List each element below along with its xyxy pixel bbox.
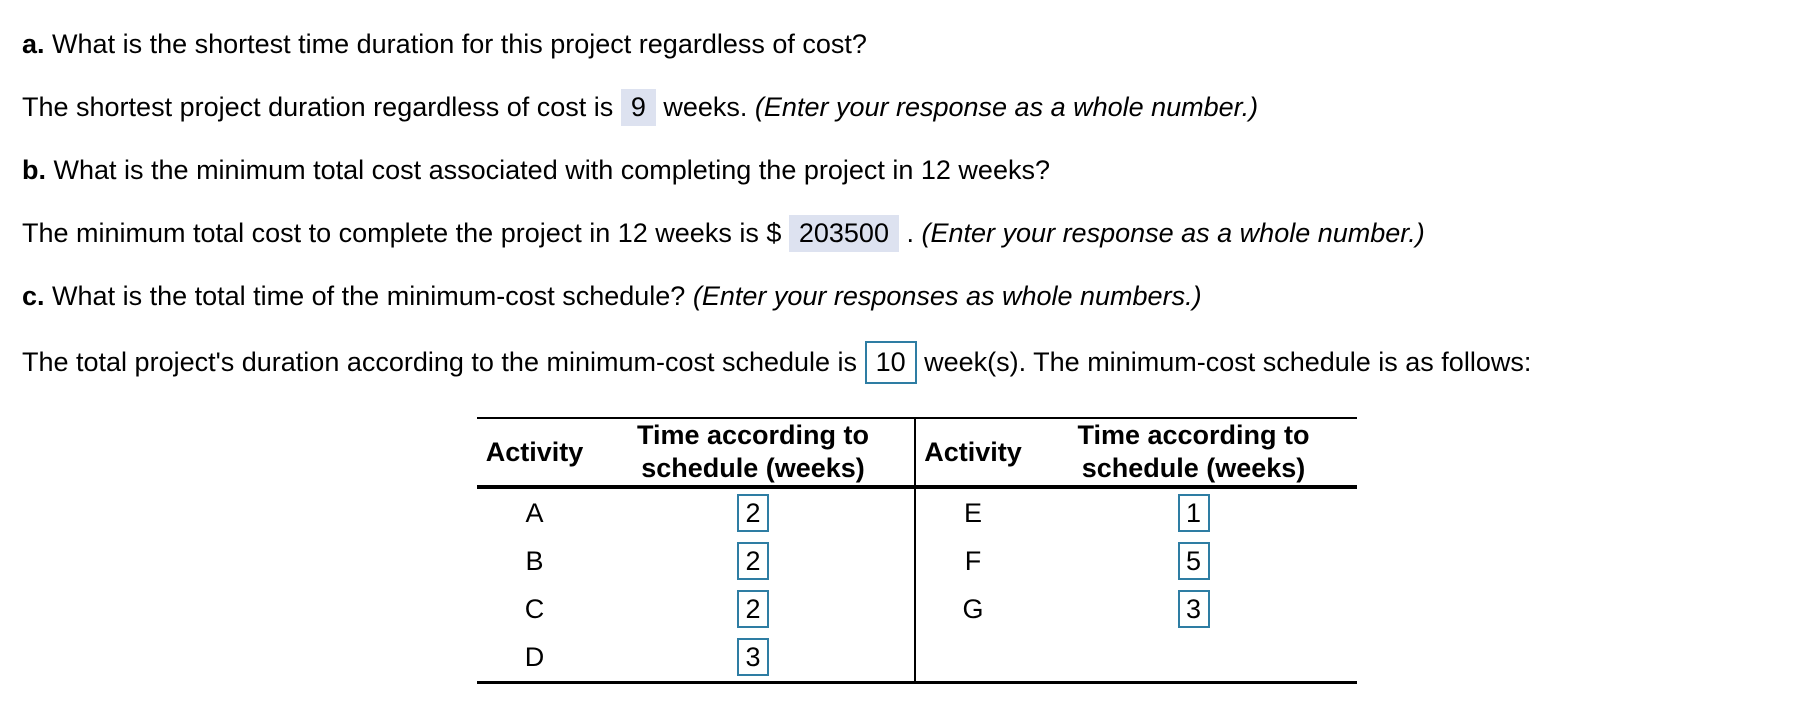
question-b-text: What is the minimum total cost associate… — [53, 155, 1050, 185]
question-c-text: What is the total time of the minimum-co… — [52, 281, 686, 311]
empty-cell — [914, 633, 1030, 683]
activity-label-c: C — [524, 594, 545, 624]
table-row: A 2 E 1 — [477, 487, 1357, 537]
table-row: B 2 F 5 — [477, 537, 1357, 585]
answer-b-input[interactable]: 203500 — [788, 215, 899, 252]
question-c-prefix: c. — [22, 281, 45, 311]
header-activity-left: Activity — [477, 418, 592, 489]
table-row: D 3 — [477, 633, 1357, 683]
header-time-right-line2: schedule (weeks) — [1081, 453, 1306, 483]
answer-line-a: The shortest project duration regardless… — [22, 89, 1818, 126]
question-b-prefix: b. — [22, 155, 46, 185]
activity-label-g: G — [914, 585, 1030, 633]
time-input-f[interactable]: 5 — [1177, 542, 1210, 580]
answer-a-before-text: The shortest project duration regardless… — [22, 92, 614, 122]
question-c-note: (Enter your responses as whole numbers.) — [692, 281, 1202, 311]
answer-c-after-text: week(s). The minimum-cost schedule is as… — [924, 347, 1532, 377]
time-input-e[interactable]: 1 — [1177, 494, 1210, 532]
answer-b-note: (Enter your response as a whole number.) — [921, 218, 1425, 248]
question-a-text: What is the shortest time duration for t… — [52, 29, 867, 59]
header-time-left-line1: Time according to — [636, 420, 870, 450]
question-c: c. What is the total time of the minimum… — [22, 278, 1818, 314]
activity-label-a: A — [525, 498, 544, 528]
question-a-prefix: a. — [22, 29, 45, 59]
answer-c-duration-input[interactable]: 10 — [864, 341, 917, 384]
answer-line-b: The minimum total cost to complete the p… — [22, 215, 1818, 252]
answer-c-before-text: The total project's duration according t… — [22, 347, 858, 377]
table-row: C 2 G 3 — [477, 585, 1357, 633]
answer-a-input[interactable]: 9 — [620, 89, 656, 126]
header-time-left: Time according to schedule (weeks) — [592, 418, 915, 489]
header-activity-right: Activity — [914, 418, 1030, 489]
table-header-row: Activity Time according to schedule (week… — [477, 418, 1357, 489]
activity-label-f: F — [914, 537, 1030, 585]
answer-b-after-text: . — [906, 218, 914, 248]
assignment-question-panel: a. What is the shortest time duration fo… — [22, 26, 1818, 684]
header-time-right: Time according to schedule (weeks) — [1030, 418, 1357, 489]
header-time-left-line2: schedule (weeks) — [641, 453, 865, 483]
minimum-cost-schedule-table: Activity Time according to schedule (week… — [477, 417, 1357, 684]
question-a: a. What is the shortest time duration fo… — [22, 26, 1818, 62]
answer-a-after-text: weeks. — [663, 92, 748, 122]
header-time-right-line1: Time according to — [1077, 420, 1310, 450]
activity-label-e: E — [914, 487, 1030, 537]
question-b: b. What is the minimum total cost associ… — [22, 152, 1818, 188]
answer-line-c: The total project's duration according t… — [22, 341, 1818, 384]
time-input-b[interactable]: 2 — [737, 542, 769, 580]
empty-cell — [1030, 633, 1357, 683]
time-input-g[interactable]: 3 — [1177, 590, 1210, 628]
time-input-c[interactable]: 2 — [737, 590, 769, 628]
time-input-a[interactable]: 2 — [737, 494, 769, 532]
answer-b-before-text: The minimum total cost to complete the p… — [22, 218, 782, 248]
activity-label-b: B — [525, 546, 544, 576]
activity-label-d: D — [524, 642, 545, 672]
answer-a-note: (Enter your response as a whole number.) — [754, 92, 1259, 122]
time-input-d[interactable]: 3 — [737, 638, 769, 676]
